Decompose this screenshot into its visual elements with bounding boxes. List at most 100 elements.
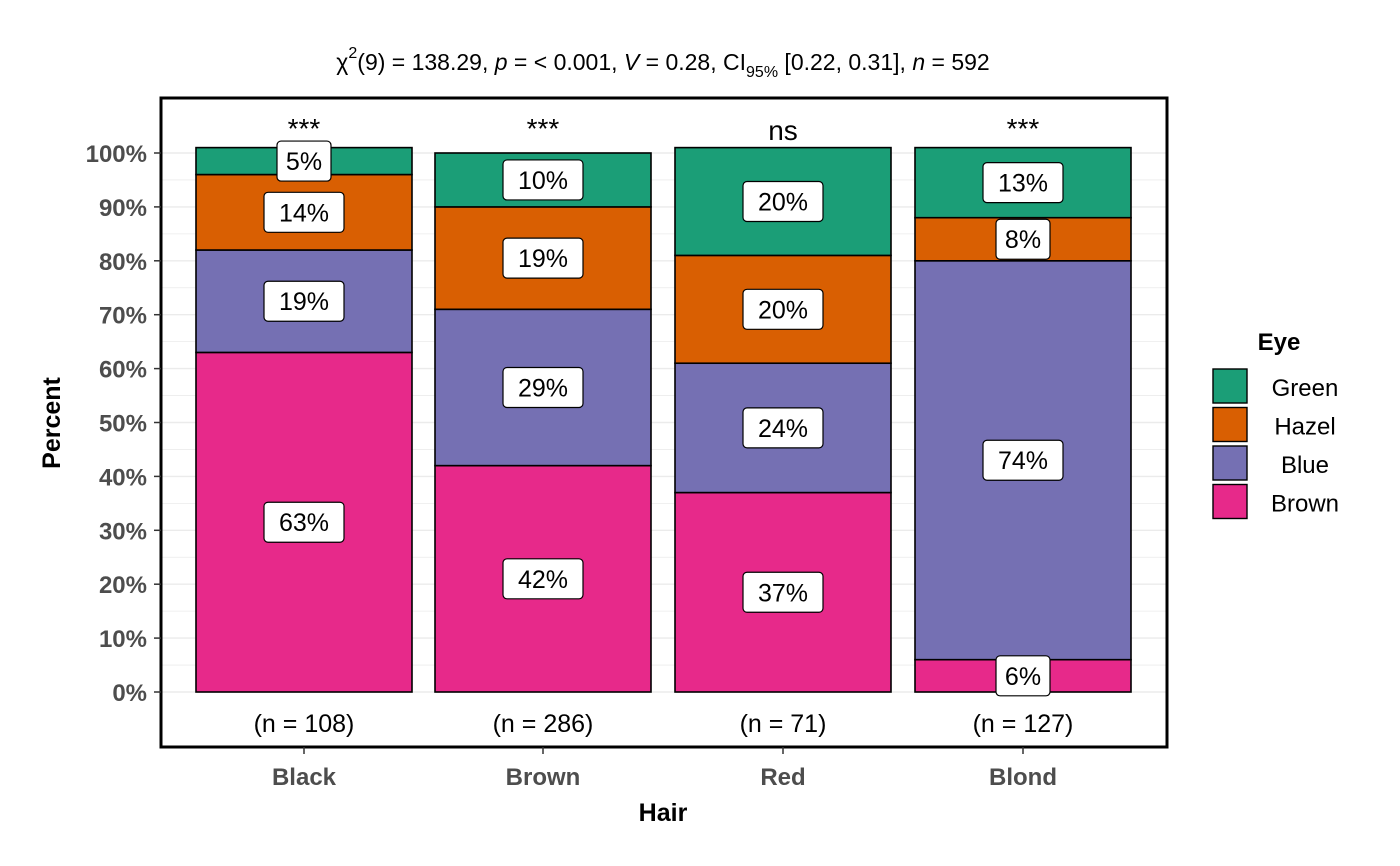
- segment-label-box: [995, 218, 1051, 260]
- subtitle-df: (9) = 138.29,: [357, 49, 494, 75]
- segment-label-text: 42%: [518, 566, 568, 594]
- segment-label-box: [995, 655, 1051, 697]
- segment-label-text: 20%: [758, 296, 808, 324]
- legend-label: Blue: [1281, 452, 1329, 479]
- y-tick-label: 40%: [99, 464, 147, 491]
- legend-label: Hazel: [1274, 414, 1335, 441]
- segment-label: 29%: [502, 366, 584, 409]
- segment-label-text: 29%: [518, 374, 568, 402]
- segment-label: 8%: [995, 218, 1051, 260]
- subtitle-n-value: = 592: [925, 49, 990, 75]
- segment-label-box: [263, 280, 345, 322]
- y-tick-label: 80%: [99, 249, 147, 276]
- y-tick-label: 30%: [99, 518, 147, 545]
- segment-label: 10%: [502, 159, 584, 201]
- chart-subtitle: χ2(9) = 138.29, p = < 0.001, V = 0.28, C…: [336, 45, 989, 81]
- legend-label: Brown: [1271, 491, 1339, 518]
- subtitle-v-value: = 0.28, CI: [639, 49, 746, 75]
- bars: [195, 146, 1132, 693]
- legend-swatch: [1212, 483, 1248, 520]
- count-label: (n = 71): [740, 710, 827, 738]
- subtitle-chi: χ: [336, 49, 348, 75]
- x-tick-label: Red: [760, 764, 805, 791]
- segment-label: 6%: [995, 655, 1051, 697]
- legend: Eye Green Hazel Blue Brown: [1212, 329, 1339, 520]
- subtitle-ci-subscript: 95%: [746, 64, 778, 81]
- segment-label-box: [502, 237, 584, 279]
- segment-label-box: [742, 571, 824, 613]
- significance-label: ***: [288, 113, 321, 144]
- y-axis-ticks: 0% 10% 20% 30% 40% 50% 60% 70% 80% 90% 100%: [86, 141, 161, 707]
- segment-label: 37%: [742, 571, 824, 613]
- segment-label-box: [502, 159, 584, 201]
- y-axis-title: Percent: [38, 376, 66, 468]
- segment-label: 42%: [502, 558, 584, 600]
- legend-item: Brown: [1212, 483, 1339, 520]
- significance-labels: *** *** ns ***: [288, 113, 1040, 146]
- legend-swatch: [1212, 406, 1248, 443]
- segment-label-text: 6%: [1005, 663, 1041, 691]
- x-axis-ticks: Black Brown Red Blond: [272, 747, 1057, 791]
- segment-label-text: 14%: [279, 199, 329, 227]
- subtitle-v-symbol: V: [624, 49, 642, 75]
- segment-label: 19%: [502, 237, 584, 279]
- x-tick-label: Brown: [506, 764, 581, 791]
- segment-label: 63%: [263, 501, 345, 543]
- segment-label-text: 13%: [998, 170, 1048, 198]
- y-tick-label: 10%: [99, 626, 147, 653]
- y-tick-label: 60%: [99, 357, 147, 384]
- segment-label-box: [982, 439, 1064, 481]
- count-label: (n = 127): [973, 710, 1074, 738]
- segment-label-text: 63%: [279, 509, 329, 537]
- bar-segment: [674, 254, 892, 365]
- subtitle-p-symbol: p: [494, 49, 508, 75]
- legend-swatch: [1212, 445, 1248, 481]
- segment-label-box: [742, 180, 824, 223]
- legend-label: Green: [1272, 375, 1339, 402]
- y-tick-label: 0%: [112, 680, 147, 707]
- segment-label-text: 74%: [998, 447, 1048, 475]
- x-tick-label: Black: [272, 764, 337, 791]
- segment-label-text: 19%: [279, 288, 329, 316]
- segment-label: 19%: [263, 280, 345, 322]
- segment-labels: 63% 19% 14% 5% 42% 29% 19% 10% 37% 24% 20% 20% 6% 74%…: [263, 140, 1064, 697]
- segment-label-box: [502, 366, 584, 409]
- segment-label-box: [742, 288, 824, 330]
- subtitle-ci-value: [0.22, 0.31],: [778, 49, 912, 75]
- segment-label: 13%: [982, 162, 1064, 204]
- segment-label-text: 5%: [286, 148, 322, 176]
- segment-label-box: [502, 558, 584, 600]
- y-tick-label: 50%: [99, 411, 147, 438]
- count-label: (n = 286): [493, 710, 594, 738]
- segment-label: 5%: [276, 140, 332, 182]
- segment-label-box: [742, 407, 824, 449]
- segment-label: 14%: [263, 191, 345, 233]
- segment-label: 20%: [742, 180, 824, 223]
- segment-label-text: 8%: [1005, 226, 1041, 254]
- segment-label-box: [263, 501, 345, 543]
- significance-label: ns: [768, 115, 798, 146]
- legend-swatch: [1212, 368, 1248, 404]
- segment-label-text: 24%: [758, 415, 808, 443]
- legend-item: Hazel: [1212, 406, 1336, 443]
- legend-item: Blue: [1212, 445, 1329, 481]
- segment-label-text: 37%: [758, 579, 808, 607]
- subtitle-sup: 2: [348, 45, 357, 62]
- legend-item: Green: [1212, 368, 1339, 404]
- segment-label: 20%: [742, 288, 824, 330]
- count-labels: (n = 108) (n = 286) (n = 71) (n = 127): [254, 710, 1074, 738]
- y-tick-label: 20%: [99, 572, 147, 599]
- segment-label-box: [263, 191, 345, 233]
- segment-label-text: 20%: [758, 189, 808, 217]
- count-label: (n = 108): [254, 710, 355, 738]
- segment-label-text: 19%: [518, 245, 568, 273]
- subtitle-n-symbol: n: [912, 49, 925, 75]
- segment-label-text: 10%: [518, 167, 568, 195]
- x-tick-label: Blond: [989, 764, 1057, 791]
- legend-title: Eye: [1258, 329, 1301, 356]
- x-axis-title: Hair: [639, 799, 688, 827]
- segment-label-box: [276, 140, 332, 182]
- y-tick-label: 90%: [99, 195, 147, 222]
- segment-label-box: [982, 162, 1064, 204]
